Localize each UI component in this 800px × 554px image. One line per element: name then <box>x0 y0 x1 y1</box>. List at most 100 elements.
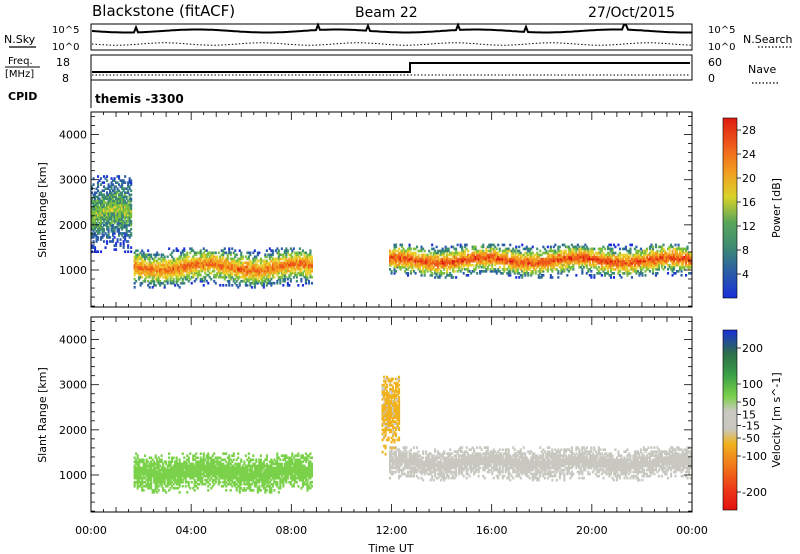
heatmap-cell <box>145 271 148 275</box>
heatmap-cell <box>115 203 118 207</box>
heatmap-cell <box>660 251 663 255</box>
heatmap-cell <box>172 277 175 281</box>
heatmap-cell <box>265 255 268 259</box>
heatmap-cell <box>193 267 196 271</box>
heatmap-cell <box>162 265 165 269</box>
heatmap-cell <box>186 466 189 470</box>
heatmap-cell <box>393 259 396 263</box>
heatmap-cell <box>570 255 573 259</box>
heatmap-cell <box>431 268 434 271</box>
heatmap-cell <box>440 261 443 265</box>
heatmap-cell <box>507 247 510 251</box>
heatmap-cell <box>489 259 492 263</box>
heatmap-cell <box>389 255 392 259</box>
heatmap-cell <box>192 456 195 460</box>
heatmap-cell <box>130 181 133 184</box>
heatmap-cell <box>100 209 103 213</box>
heatmap-cell <box>121 226 124 229</box>
heatmap-cell <box>110 183 113 186</box>
heatmap-cell <box>392 261 395 265</box>
heatmap-cell <box>225 259 228 263</box>
heatmap-cell <box>307 265 310 269</box>
heatmap-cell <box>177 462 180 466</box>
heatmap-cell <box>222 476 225 480</box>
heatmap-cell <box>501 249 504 253</box>
heatmap-cell <box>145 470 148 474</box>
heatmap-cell <box>184 253 187 257</box>
heatmap-cell <box>234 462 237 466</box>
heatmap-cell <box>304 275 307 279</box>
heatmap-cell <box>234 255 237 259</box>
heatmap-cell <box>444 247 447 251</box>
heatmap-cell <box>390 261 393 265</box>
heatmap-cell <box>408 261 411 265</box>
heatmap-cell <box>253 275 256 279</box>
heatmap-cell <box>416 261 419 265</box>
heatmap-cell <box>219 259 222 263</box>
heatmap-cell <box>449 268 452 271</box>
heatmap-cell <box>593 274 596 277</box>
heatmap-cell <box>119 197 122 201</box>
heatmap-cell <box>151 271 154 275</box>
heatmap-cell <box>223 265 226 269</box>
heatmap-cell <box>213 251 216 255</box>
heatmap-cell <box>159 458 162 462</box>
heatmap-cell <box>465 255 468 259</box>
heatmap-cell <box>638 255 641 259</box>
heatmap-cell <box>207 468 210 472</box>
heatmap-cell <box>685 261 688 265</box>
heatmap-cell <box>172 464 175 468</box>
heatmap-cell <box>207 261 210 265</box>
heatmap-cell <box>97 175 100 178</box>
heatmap-cell <box>204 261 207 265</box>
heatmap-cell <box>153 257 156 261</box>
heatmap-cell <box>530 255 533 259</box>
heatmap-cell <box>492 257 495 261</box>
heatmap-cell <box>141 275 144 279</box>
heatmap-cell <box>238 271 241 275</box>
heatmap-cell <box>611 255 614 259</box>
heatmap-cell <box>157 279 160 283</box>
heatmap-cell <box>141 460 144 464</box>
heatmap-cell <box>452 270 455 273</box>
heatmap-cell <box>174 464 177 468</box>
heatmap-cell <box>596 272 599 275</box>
heatmap-cell <box>240 257 243 261</box>
nsky-label: N.Sky <box>4 33 36 46</box>
heatmap-cell <box>414 261 417 265</box>
heatmap-cell <box>295 253 298 257</box>
heatmap-cell <box>404 253 407 257</box>
heatmap-cell <box>504 268 507 271</box>
heatmap-cell <box>116 213 119 217</box>
heatmap-cell <box>662 268 665 271</box>
heatmap-cell <box>579 261 582 265</box>
heatmap-cell <box>450 253 453 257</box>
heatmap-cell <box>208 466 211 470</box>
heatmap-cell <box>280 265 283 269</box>
heatmap-cell <box>630 263 633 267</box>
heatmap-cell <box>588 274 591 277</box>
heatmap-cell <box>519 274 522 277</box>
heatmap-cell <box>477 265 480 269</box>
heatmap-cell <box>528 268 531 271</box>
heatmap-cell <box>240 263 243 267</box>
heatmap-cell <box>587 251 590 255</box>
heatmap-cell <box>119 226 122 229</box>
heatmap-cell <box>207 273 210 277</box>
heatmap-cell <box>119 242 122 245</box>
heatmap-cell <box>107 234 110 237</box>
heatmap-cell <box>280 273 283 277</box>
heatmap-cell <box>150 261 153 265</box>
heatmap-cell <box>196 462 199 466</box>
heatmap-cell <box>488 255 491 259</box>
heatmap-cell <box>291 257 294 261</box>
heatmap-cell <box>262 265 265 269</box>
heatmap-cell <box>587 255 590 259</box>
heatmap-cell <box>657 261 660 265</box>
heatmap-cell <box>147 474 150 478</box>
heatmap-cell <box>207 456 210 460</box>
heatmap-cell <box>291 265 294 269</box>
heatmap-cell <box>148 269 151 273</box>
heatmap-cell <box>551 261 554 265</box>
